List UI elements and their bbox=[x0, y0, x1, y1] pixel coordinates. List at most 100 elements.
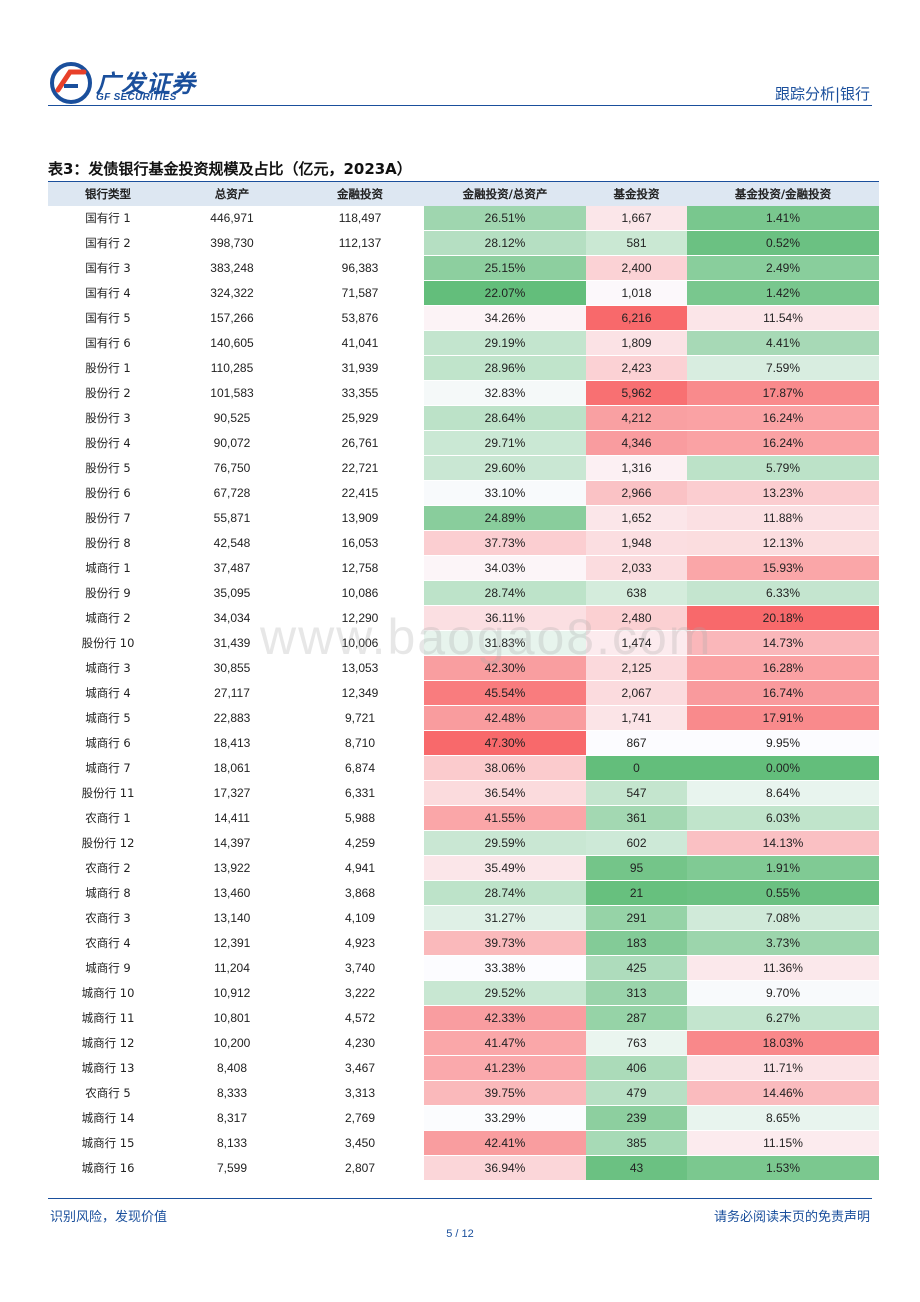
table-row: 城商行 2 34,034 12,290 36.11% 2,480 20.18% bbox=[48, 605, 879, 631]
table-cell: 36.11% bbox=[424, 605, 586, 631]
table-cell: 13,460 bbox=[168, 880, 296, 906]
table-cell: 城商行 7 bbox=[48, 755, 168, 781]
table-cell: 城商行 5 bbox=[48, 705, 168, 731]
table-cell: 22,721 bbox=[296, 455, 424, 481]
table-cell: 76,750 bbox=[168, 455, 296, 481]
table-cell: 4,212 bbox=[586, 405, 687, 431]
table-cell: 33.10% bbox=[424, 480, 586, 506]
table-cell: 农商行 5 bbox=[48, 1080, 168, 1106]
page-number: 5 / 12 bbox=[446, 1228, 474, 1240]
table-cell: 11.15% bbox=[687, 1130, 879, 1156]
column-header: 基金投资 bbox=[586, 182, 687, 206]
table-cell: 12,349 bbox=[296, 680, 424, 706]
table-cell: 1,667 bbox=[586, 206, 687, 231]
column-header: 基金投资/金融投资 bbox=[687, 182, 879, 206]
table-cell: 638 bbox=[586, 580, 687, 606]
table-cell: 1,316 bbox=[586, 455, 687, 481]
table-cell: 37.73% bbox=[424, 530, 586, 556]
table-row: 股份行 11 17,327 6,331 36.54% 547 8.64% bbox=[48, 780, 879, 806]
table-row: 国有行 6 140,605 41,041 29.19% 1,809 4.41% bbox=[48, 330, 879, 356]
table-cell: 2,423 bbox=[586, 355, 687, 381]
table-cell: 3,222 bbox=[296, 980, 424, 1006]
table-cell: 39.75% bbox=[424, 1080, 586, 1106]
table-cell: 53,876 bbox=[296, 305, 424, 331]
table-cell: 39.73% bbox=[424, 930, 586, 956]
table-cell: 1.42% bbox=[687, 280, 879, 306]
table-cell: 股份行 5 bbox=[48, 455, 168, 481]
table-cell: 城商行 12 bbox=[48, 1030, 168, 1056]
table-cell: 35.49% bbox=[424, 855, 586, 881]
table-cell: 16.24% bbox=[687, 405, 879, 431]
table-cell: 118,497 bbox=[296, 206, 424, 231]
table-cell: 14.73% bbox=[687, 630, 879, 656]
table-cell: 15.93% bbox=[687, 555, 879, 581]
table-cell: 16,053 bbox=[296, 530, 424, 556]
table-cell: 7,599 bbox=[168, 1155, 296, 1181]
table-cell: 20.18% bbox=[687, 605, 879, 631]
table-cell: 13,140 bbox=[168, 905, 296, 931]
table-cell: 城商行 10 bbox=[48, 980, 168, 1006]
table-cell: 398,730 bbox=[168, 230, 296, 256]
table-cell: 13,909 bbox=[296, 505, 424, 531]
table-cell: 14.46% bbox=[687, 1080, 879, 1106]
table-cell: 67,728 bbox=[168, 480, 296, 506]
table-cell: 10,200 bbox=[168, 1030, 296, 1056]
table-cell: 城商行 3 bbox=[48, 655, 168, 681]
table-cell: 33,355 bbox=[296, 380, 424, 406]
table-cell: 4,572 bbox=[296, 1005, 424, 1031]
table-cell: 11.71% bbox=[687, 1055, 879, 1081]
table-cell: 29.60% bbox=[424, 455, 586, 481]
table-cell: 1.53% bbox=[687, 1155, 879, 1181]
table-cell: 361 bbox=[586, 805, 687, 831]
table-title: 表3：发债银行基金投资规模及占比（亿元，2023A） bbox=[48, 160, 412, 178]
table-cell: 6,874 bbox=[296, 755, 424, 781]
table-cell: 国有行 3 bbox=[48, 255, 168, 281]
table-cell: 4,923 bbox=[296, 930, 424, 956]
table-row: 农商行 2 13,922 4,941 35.49% 95 1.91% bbox=[48, 855, 879, 881]
table-cell: 4,109 bbox=[296, 905, 424, 931]
table-cell: 22,415 bbox=[296, 480, 424, 506]
table-row: 股份行 6 67,728 22,415 33.10% 2,966 13.23% bbox=[48, 480, 879, 506]
table-cell: 城商行 1 bbox=[48, 555, 168, 581]
logo-english-name: GF SECURITIES bbox=[96, 92, 177, 103]
table-cell: 0 bbox=[586, 755, 687, 781]
table-cell: 5,988 bbox=[296, 805, 424, 831]
table-cell: 110,285 bbox=[168, 355, 296, 381]
table-cell: 33.38% bbox=[424, 955, 586, 981]
table-cell: 31.27% bbox=[424, 905, 586, 931]
table-cell: 96,383 bbox=[296, 255, 424, 281]
table-cell: 17.87% bbox=[687, 380, 879, 406]
table-cell: 农商行 3 bbox=[48, 905, 168, 931]
table-cell: 5.79% bbox=[687, 455, 879, 481]
table-cell: 9,721 bbox=[296, 705, 424, 731]
table-cell: 6,216 bbox=[586, 305, 687, 331]
table-cell: 11,204 bbox=[168, 955, 296, 981]
table-cell: 8,133 bbox=[168, 1130, 296, 1156]
table-cell: 1.91% bbox=[687, 855, 879, 881]
table-cell: 农商行 1 bbox=[48, 805, 168, 831]
table-cell: 239 bbox=[586, 1105, 687, 1131]
table-row: 股份行 10 31,439 10,006 31.83% 1,474 14.73% bbox=[48, 630, 879, 656]
table-cell: 22.07% bbox=[424, 280, 586, 306]
table-cell: 21 bbox=[586, 880, 687, 906]
table-cell: 18.03% bbox=[687, 1030, 879, 1056]
column-header: 总资产 bbox=[168, 182, 296, 206]
table-cell: 11.54% bbox=[687, 305, 879, 331]
table-cell: 34.26% bbox=[424, 305, 586, 331]
table-cell: 8,333 bbox=[168, 1080, 296, 1106]
table-cell: 42.33% bbox=[424, 1005, 586, 1031]
table-row: 城商行 13 8,408 3,467 41.23% 406 11.71% bbox=[48, 1055, 879, 1081]
table-cell: 479 bbox=[586, 1080, 687, 1106]
table-cell: 4,346 bbox=[586, 430, 687, 456]
table-cell: 763 bbox=[586, 1030, 687, 1056]
table-cell: 股份行 1 bbox=[48, 355, 168, 381]
table-cell: 26.51% bbox=[424, 206, 586, 231]
table-cell: 11.88% bbox=[687, 505, 879, 531]
table-cell: 6.33% bbox=[687, 580, 879, 606]
table-cell: 324,322 bbox=[168, 280, 296, 306]
table-cell: 9.70% bbox=[687, 980, 879, 1006]
table-cell: 12,758 bbox=[296, 555, 424, 581]
table-row: 股份行 12 14,397 4,259 29.59% 602 14.13% bbox=[48, 830, 879, 856]
table-cell: 4.41% bbox=[687, 330, 879, 356]
gf-logo-icon bbox=[50, 62, 92, 104]
